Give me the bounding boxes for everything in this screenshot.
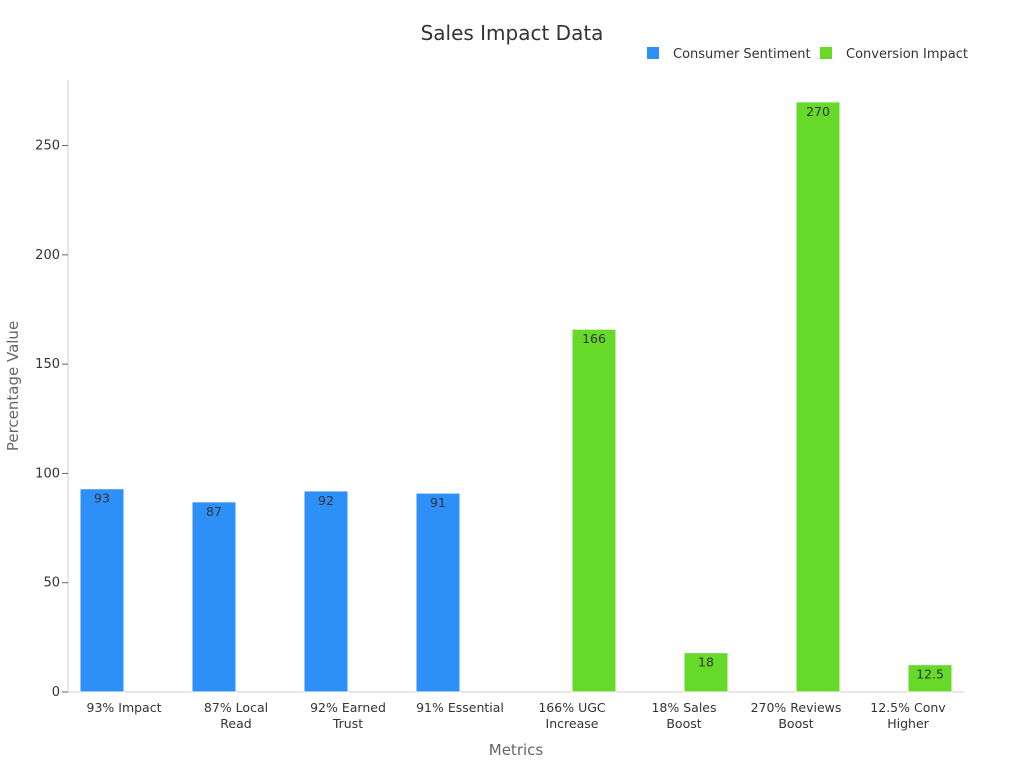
y-tick-label: 50 [43,576,60,591]
chart-title: Sales Impact Data [421,21,604,45]
bar-conversion-impact [907,664,953,693]
bar-consumer-sentiment [79,488,125,693]
legend-swatch-conversion-impact [820,47,832,59]
x-tick-label: 91% Essential [416,700,504,715]
bar-data-label: 93 [94,491,110,506]
bar-conversion-impact [795,101,841,693]
bar-data-label: 12.5 [916,667,944,682]
bar-conversion-impact [571,328,617,693]
bar-conversion-impact [683,652,729,693]
legend-label-conversion-impact: Conversion Impact [846,47,968,62]
legend-label-consumer-sentiment: Consumer Sentiment [673,47,811,62]
x-tick-label: 270% Reviews Boost [751,700,842,731]
bar-data-label: 92 [318,493,334,508]
bar-data-label: 91 [430,495,446,510]
y-tick-label: 250 [35,139,60,154]
x-axis-title: Metrics [489,741,544,759]
y-axis-title: Percentage Value [4,321,22,451]
x-axis: 93% Impact 87% Local Read 92% Earned Trust 91… [68,691,964,731]
y-axis: 0 50 100 150 200 250 [35,80,69,700]
x-tick-label: 87% Local Read [204,700,268,731]
x-tick-label: 18% Sales Boost [651,700,716,731]
y-tick-label: 100 [35,466,60,481]
bar-data-label: 166 [582,331,606,346]
bar-data-label: 270 [806,104,830,119]
bar-consumer-sentiment [191,501,237,693]
legend: Consumer Sentiment Conversion Impact [647,47,968,62]
y-tick-label: 200 [35,248,60,263]
x-tick-label: 92% Earned Trust [310,700,386,731]
bar-data-label: 18 [698,655,714,670]
x-tick-label: 166% UGC Increase [538,700,606,731]
x-tick-label: 93% Impact [87,700,162,715]
bar-data-label: 87 [206,504,222,519]
legend-swatch-consumer-sentiment [647,47,659,59]
y-tick-label: 150 [35,357,60,372]
bar-consumer-sentiment [415,492,461,693]
y-tick-label: 0 [52,685,60,700]
x-tick-label: 12.5% Conv Higher [870,700,946,731]
bars: 93 87 92 91 166 18 270 12.5 [79,101,953,693]
bar-consumer-sentiment [303,490,349,693]
